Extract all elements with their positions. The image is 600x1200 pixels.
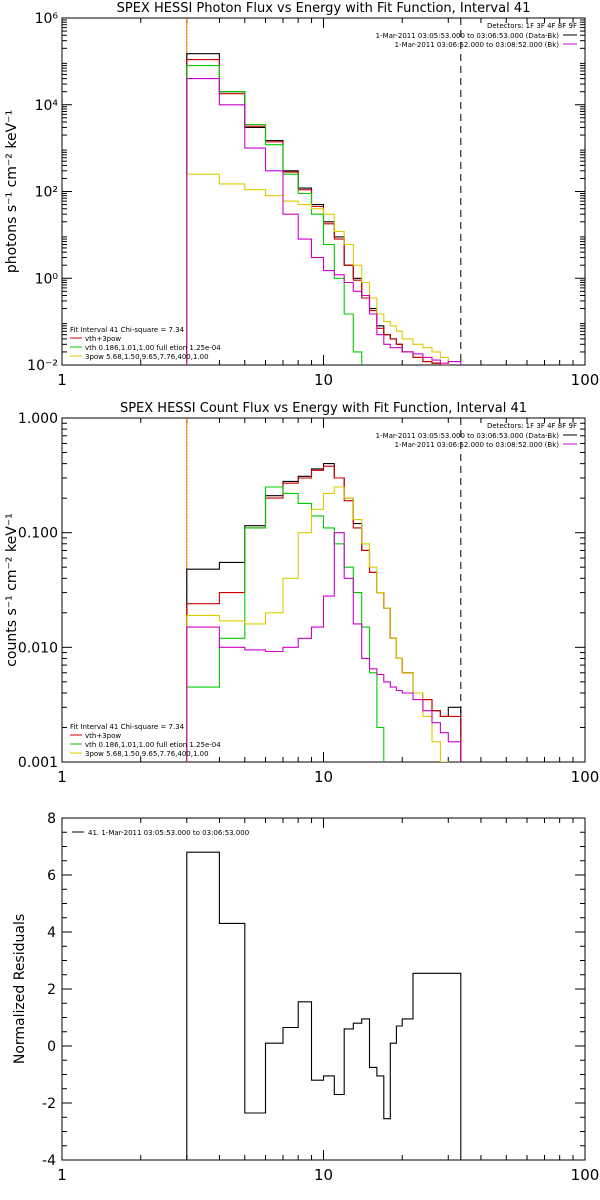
legend-item: 41. 1-Mar-2011 03:05:53.000 to 03:06:53.… [88, 829, 249, 837]
chart-title: SPEX HESSI Count Flux vs Energy with Fit… [120, 401, 527, 416]
y-tick-label: 10⁶ [35, 11, 59, 27]
y-axis-label: photons s⁻¹ cm⁻² keV⁻¹ [4, 110, 20, 273]
time-range-label: 1-Mar-2011 03:06:52.000 to 03:08:52.000 … [395, 441, 560, 449]
chart-panel-1: 1 10 100 10⁻² 10⁰ 10² 10⁴ 10⁶ SPEX HESSI Photon … [4, 1, 600, 389]
histogram-series-2 [186, 59, 449, 365]
x-tick-label: 10 [314, 371, 333, 389]
series-group [186, 53, 462, 365]
y-tick-label: 10⁰ [35, 271, 59, 287]
y-tick-label: 0 [47, 1039, 56, 1055]
histogram-series-5 [186, 78, 462, 365]
y-tick-label: 2 [47, 982, 56, 998]
detectors-label: Detectors: 1F 3F 4F 8F 9F [487, 422, 577, 430]
time-range-label: 1-Mar-2011 03:05:53.000 to 03:06:53.000 … [376, 32, 560, 40]
histogram-series-4 [186, 486, 449, 762]
histogram-series-1 [186, 851, 462, 1160]
x-tick-label: 100 [571, 768, 600, 786]
legend-item: vth 0.186,1.01,1.00 full etion 1.25e-04 [85, 741, 221, 749]
chart-title: SPEX HESSI Photon Flux vs Energy with Fi… [117, 1, 531, 16]
legend-header: Fit Interval 41 Chi-square = 7.34 [70, 326, 185, 334]
time-range-label: 1-Mar-2011 03:05:53.000 to 03:06:53.000 … [376, 432, 560, 440]
chart-panel-3: 1 10 100 -4 -2 0 2 4 6 8 Normalized Residuals 41. 1… [12, 811, 599, 1184]
x-tick-label: 1 [57, 768, 67, 786]
series-group [186, 463, 462, 762]
legend-item: vth 0.186,1.01,1.00 full etion 1.25e-04 [85, 344, 221, 352]
y-tick-label: 1.000 [18, 411, 58, 427]
y-tick-label: 10⁻² [27, 358, 58, 374]
legend-item: 3pow 5.68,1.50,9.65,7.76,400,1.00 [85, 750, 209, 758]
series-group [186, 851, 462, 1160]
legend-item: vth+3pow [85, 335, 121, 343]
y-axis-label: counts s⁻¹ cm⁻² keV⁻¹ [4, 513, 20, 667]
x-tick-label: 100 [571, 371, 600, 389]
plot-frame [61, 17, 586, 366]
x-tick-label: 100 [571, 1166, 600, 1184]
x-tick-label: 1 [57, 371, 67, 389]
histogram-series-3 [186, 65, 363, 365]
y-tick-label: 10² [35, 185, 58, 201]
y-tick-label: 0.001 [18, 755, 58, 771]
histogram-series-5 [186, 532, 462, 762]
y-tick-label: -2 [42, 1096, 56, 1112]
y-tick-label: 6 [47, 868, 56, 884]
histogram-series-4 [186, 173, 449, 365]
chart-panel-2: 1 10 100 0.001 0.010 0.100 1.000 SPEX HESSI Cou… [4, 401, 600, 786]
y-tick-label: 4 [47, 925, 56, 941]
legend-item: 3pow 5.68,1.50,9.65,7.76,400,1.00 [85, 353, 209, 361]
legend-header: Fit Interval 41 Chi-square = 7.34 [70, 723, 185, 731]
plot-frame [61, 817, 586, 1161]
legend-item: vth+3pow [85, 732, 121, 740]
x-tick-label: 1 [57, 1166, 67, 1184]
y-tick-label: 0.100 [18, 526, 58, 542]
y-tick-label: 0.010 [18, 640, 58, 656]
y-tick-label: -4 [42, 1153, 56, 1169]
y-tick-label: 10⁴ [35, 98, 59, 114]
x-tick-label: 10 [314, 768, 333, 786]
time-range-label: 1-Mar-2011 03:06:52.000 to 03:08:52.000 … [395, 41, 560, 49]
x-tick-label: 10 [314, 1166, 333, 1184]
y-axis-label: Normalized Residuals [12, 914, 28, 1064]
detectors-label: Detectors: 1F 3F 4F 8F 9F [487, 22, 577, 30]
y-tick-label: 8 [47, 811, 56, 827]
